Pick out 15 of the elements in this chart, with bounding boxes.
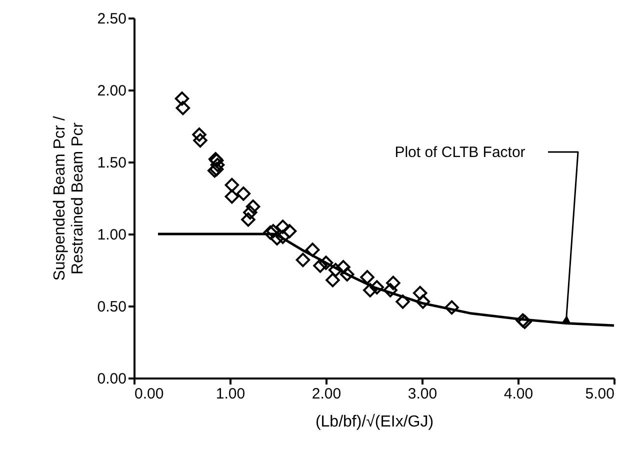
x-tick-label: 0.00	[134, 386, 164, 402]
x-axis-title: (Lb/bf)/√(EIx/GJ)	[315, 414, 434, 430]
y-tick-label: 0.00	[97, 370, 126, 388]
y-axis-title: Suspended Beam Pcr / Restrained Beam Pcr	[51, 116, 86, 281]
y-tick-label: 2.50	[97, 10, 126, 28]
x-tick-label: 1.00	[216, 386, 246, 402]
x-tick-label: 2.00	[312, 386, 342, 402]
y-tick-label: 0.50	[97, 298, 126, 316]
y-tick-label: 1.50	[97, 154, 126, 172]
y-tick-label: 1.00	[97, 226, 126, 244]
y-tick-label: 2.00	[97, 82, 126, 100]
x-tick-label: 5.00	[585, 386, 614, 402]
x-tick-label: 4.00	[504, 386, 534, 402]
x-tick-label: 3.00	[408, 386, 438, 402]
annotation: Plot of CLTB Factor	[394, 144, 526, 161]
